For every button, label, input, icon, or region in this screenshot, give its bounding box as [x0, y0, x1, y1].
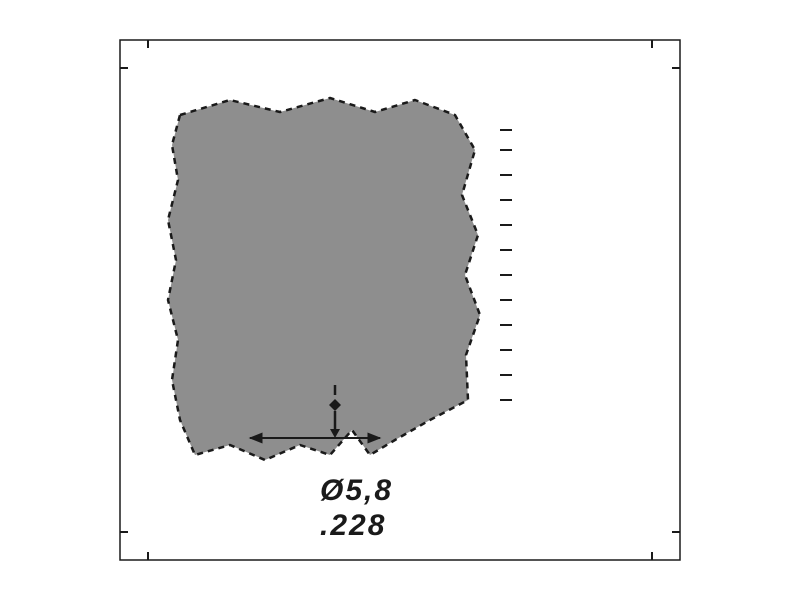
- dimension-label-metric: Ø5,8: [320, 474, 393, 507]
- dimension-label-inch: .228: [320, 509, 386, 542]
- part-silhouette-fill: [168, 98, 480, 460]
- technical-drawing-svg: Ø5,8 .228: [0, 0, 800, 600]
- right-dimension-ticks: [500, 130, 512, 400]
